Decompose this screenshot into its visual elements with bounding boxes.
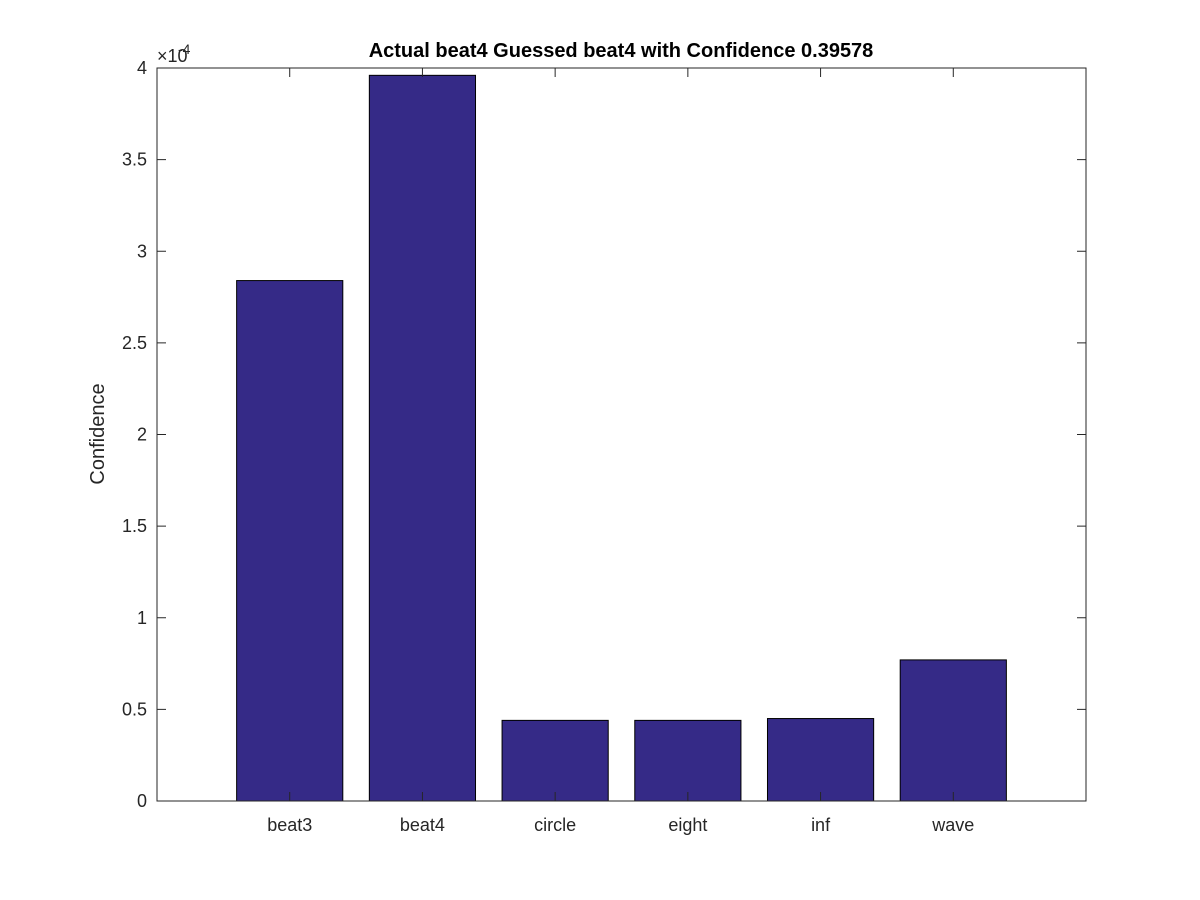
bar-inf xyxy=(766,718,875,802)
y-tick-label: 0 xyxy=(137,791,147,811)
y-tick-label: 1 xyxy=(137,608,147,628)
chart-title: Actual beat4 Guessed beat4 with Confiden… xyxy=(369,40,874,62)
x-tick-label: circle xyxy=(534,815,576,835)
x-tick-label: eight xyxy=(668,815,707,835)
y-exponent-power: -4 xyxy=(178,41,191,57)
bars-group xyxy=(236,74,1007,802)
y-axis-label: Confidence xyxy=(87,383,109,484)
ticks-group xyxy=(157,67,1086,802)
bar-circle xyxy=(501,719,609,802)
y-tick-label: 2 xyxy=(137,425,147,445)
y-exponent-base: ×10 xyxy=(157,46,188,66)
y-tick-labels: 0 0.5 1 1.5 2 2.5 3 3.5 4 xyxy=(122,58,147,811)
bar-eight xyxy=(634,719,742,802)
y-tick-label: 1.5 xyxy=(122,516,147,536)
y-tick-label: 2.5 xyxy=(122,333,147,353)
x-tick-label: beat3 xyxy=(267,815,312,835)
x-tick-label: inf xyxy=(811,815,831,835)
y-tick-label: 3.5 xyxy=(122,150,147,170)
y-tick-label: 4 xyxy=(137,58,147,78)
bar-beat4 xyxy=(368,74,477,802)
axes-box xyxy=(156,67,1087,802)
x-tick-labels: beat3 beat4 circle eight inf wave xyxy=(267,815,974,835)
y-tick-label: 3 xyxy=(137,241,147,261)
bar-beat3 xyxy=(236,280,344,802)
bar-wave xyxy=(899,659,1007,802)
y-tick-label: 0.5 xyxy=(122,699,147,719)
x-tick-label: wave xyxy=(931,815,974,835)
x-tick-label: beat4 xyxy=(400,815,445,835)
